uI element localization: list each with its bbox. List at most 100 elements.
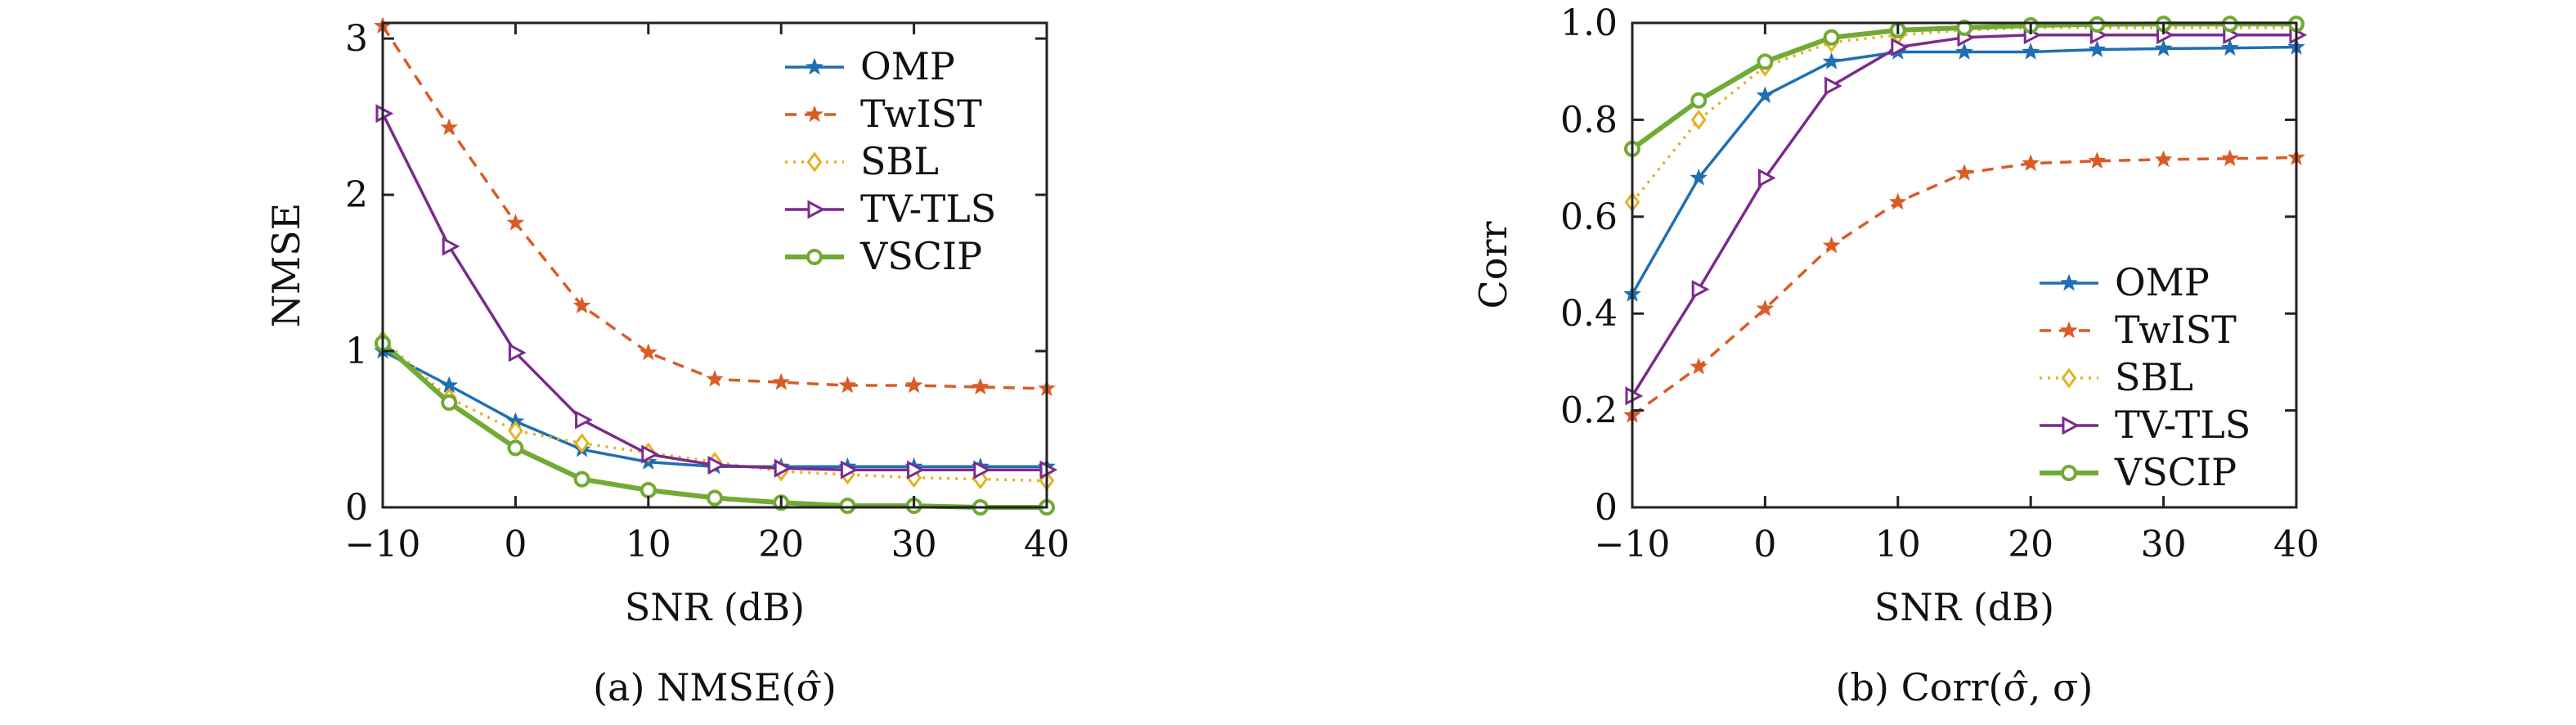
legend-label-twist: TwIST	[2115, 308, 2237, 352]
legend-label-omp: OMP	[2115, 260, 2210, 304]
data-point-tv-tls	[774, 458, 792, 478]
series-vscip	[375, 335, 1055, 516]
y-ticks-b: 0 0.2 0.4 0.6 0.8 1.0	[1560, 2, 2296, 529]
y-tick-label: 0.4	[1560, 293, 1618, 335]
legend-marker-omp	[806, 57, 824, 75]
data-point-vscip	[2089, 16, 2106, 33]
data-point-vscip	[441, 394, 458, 412]
x-tick-label: 40	[2273, 524, 2319, 565]
y-axis-label-a: NMSE	[264, 203, 308, 327]
data-point-tv-tls	[1824, 76, 1842, 96]
data-point-vscip	[1823, 29, 1840, 46]
y-tick-label: 2	[345, 174, 368, 216]
y-tick-label: 1	[345, 331, 368, 372]
data-point-omp	[1822, 52, 1841, 70]
data-point-twist	[1822, 236, 1841, 254]
plot-area-b	[1623, 16, 2308, 423]
caption-a: (a) NMSE(σ̂)	[593, 665, 837, 709]
data-point-sbl	[1690, 109, 1707, 130]
x-axis-label-a: SNR (dB)	[625, 585, 805, 629]
series-line-tv-tls	[381, 113, 1047, 471]
legend-marker-sbl	[806, 151, 823, 173]
x-tick-label: 20	[758, 524, 804, 565]
data-point-twist	[1756, 299, 1775, 317]
legend-label-tv-tls: TV-TLS	[860, 187, 996, 231]
data-point-omp	[2154, 38, 2173, 56]
legend-item-vscip: VSCIP	[2040, 450, 2237, 494]
data-point-sbl	[574, 433, 590, 454]
x-ticks-b: −10 0 10 20 30 40	[1595, 23, 2319, 565]
y-tick-label: 0.2	[1560, 390, 1618, 432]
legend-label-vscip: VSCIP	[2114, 450, 2237, 494]
data-point-twist	[2154, 150, 2173, 168]
data-point-omp	[2088, 40, 2107, 57]
data-point-tv-tls	[508, 343, 527, 362]
x-tick-label: 10	[626, 524, 671, 565]
data-point-twist	[2022, 154, 2040, 171]
data-point-tv-tls	[973, 460, 992, 480]
legend-marker-vscip	[2061, 465, 2077, 481]
data-point-twist	[838, 376, 857, 394]
data-point-tv-tls	[641, 444, 660, 464]
data-point-vscip	[640, 481, 657, 498]
legend-marker-vscip	[806, 249, 823, 265]
data-point-twist	[971, 377, 990, 395]
legend-item-sbl: SBL	[785, 139, 939, 183]
legend-marker-tv-tls	[807, 200, 826, 219]
data-point-twist	[572, 296, 591, 313]
x-tick-label: 0	[504, 524, 527, 565]
data-point-omp	[2022, 43, 2040, 60]
data-point-vscip	[507, 439, 524, 457]
x-tick-label: 30	[2141, 524, 2187, 565]
data-point-twist	[706, 369, 724, 387]
data-point-vscip	[1956, 19, 1972, 36]
x-tick-label: 0	[1753, 524, 1776, 565]
legend-label-sbl: SBL	[2115, 355, 2193, 399]
data-point-twist	[772, 372, 791, 390]
y-ticks-a: 0 1 2 3	[345, 18, 1047, 529]
legend-item-tv-tls: TV-TLS	[785, 187, 996, 231]
series-tv-tls	[375, 104, 1058, 480]
data-point-vscip	[839, 498, 856, 515]
data-point-sbl	[508, 420, 523, 441]
legend-label-twist: TwIST	[860, 92, 982, 136]
data-point-tv-tls	[907, 460, 925, 480]
x-tick-label: 40	[1024, 524, 1070, 565]
legend-label-omp: OMP	[860, 44, 955, 88]
data-point-twist	[1888, 192, 1907, 210]
x-tick-label: 30	[891, 524, 937, 565]
y-axis-label-b: Corr	[1471, 222, 1515, 309]
data-point-tv-tls	[1891, 38, 1910, 57]
data-point-twist	[2088, 151, 2107, 169]
data-point-twist	[1955, 164, 1973, 181]
data-point-omp	[2220, 38, 2239, 56]
data-point-tv-tls	[1691, 280, 1710, 299]
legend-marker-twist	[2060, 321, 2078, 339]
data-point-vscip	[573, 471, 590, 488]
x-tick-label: 10	[1875, 524, 1921, 565]
x-tick-label: 20	[2008, 524, 2053, 565]
legend-item-vscip: VSCIP	[785, 234, 982, 278]
data-point-twist	[2220, 149, 2239, 167]
y-tick-label: 0.8	[1560, 99, 1618, 141]
legend-marker-tv-tls	[2062, 416, 2080, 435]
data-point-vscip	[707, 489, 723, 507]
y-tick-label: 0.6	[1560, 196, 1618, 238]
series-line-omp	[382, 349, 1047, 469]
x-tick-label: −10	[1595, 524, 1671, 565]
x-axis-label-b: SNR (dB)	[1874, 585, 2054, 629]
y-tick-label: 0	[345, 487, 368, 529]
data-point-twist	[639, 343, 657, 361]
data-point-tv-tls	[840, 460, 859, 480]
caption-b: (b) Corr(σ̂, σ)	[1836, 665, 2094, 709]
plot-area-a	[374, 16, 1058, 516]
legend-item-omp: OMP	[2040, 260, 2210, 304]
data-point-omp	[1690, 168, 1708, 186]
legend-marker-twist	[806, 105, 824, 123]
y-tick-label: 1.0	[1560, 2, 1618, 44]
data-point-omp	[1955, 43, 1973, 60]
